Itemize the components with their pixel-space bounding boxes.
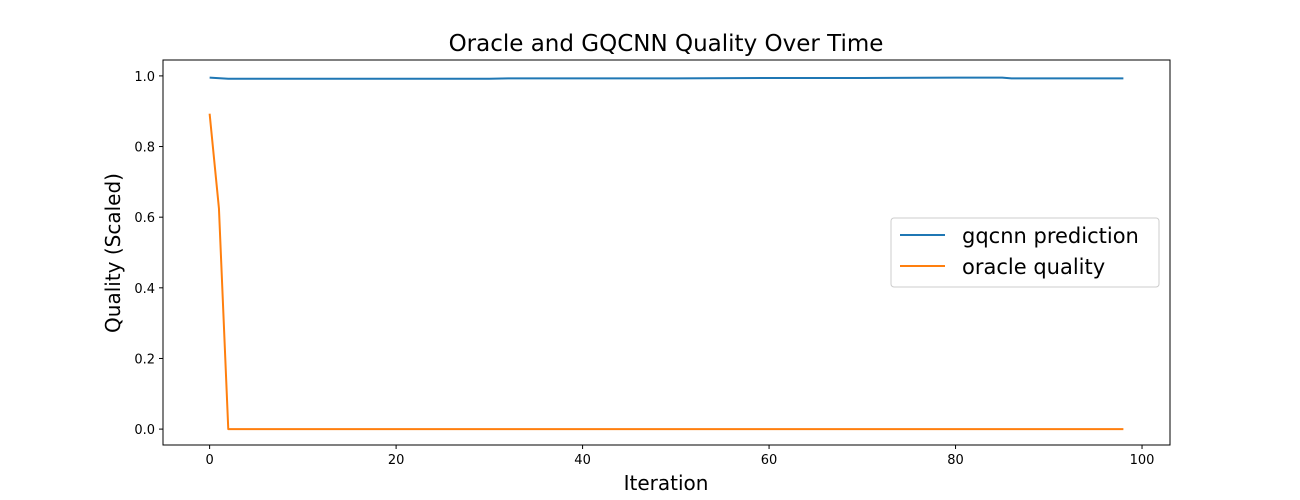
y-axis: 0.0 0.2 0.4 0.6 0.8 1.0 bbox=[134, 70, 163, 438]
x-tick-label: 20 bbox=[388, 453, 405, 468]
series-line-0 bbox=[209, 76, 1124, 80]
chart-title: Oracle and GQCNN Quality Over Time bbox=[449, 31, 884, 57]
x-tick-label: 40 bbox=[574, 453, 591, 468]
x-axis-label: Iteration bbox=[624, 471, 709, 495]
legend-label-gqcnn-prediction: gqcnn prediction bbox=[962, 224, 1139, 248]
y-axis-label: Quality (Scaled) bbox=[101, 173, 125, 333]
y-tick-label: 0.0 bbox=[134, 423, 155, 438]
x-tick-label: 60 bbox=[761, 453, 778, 468]
x-tick-label: 0 bbox=[205, 453, 213, 468]
y-tick-label: 0.8 bbox=[134, 141, 155, 156]
x-tick-label: 80 bbox=[947, 453, 964, 468]
x-axis: 0 20 40 60 80 100 bbox=[205, 445, 1154, 468]
legend-box bbox=[890, 217, 1160, 288]
legend-label-oracle-quality: oracle quality bbox=[962, 255, 1105, 279]
series-layer bbox=[208, 76, 1124, 431]
y-tick-label: 0.4 bbox=[134, 282, 155, 297]
plot-area bbox=[162, 59, 1171, 446]
series-line-1 bbox=[208, 113, 1124, 431]
y-tick-label: 0.2 bbox=[134, 352, 155, 367]
x-tick-label: 100 bbox=[1130, 453, 1155, 468]
y-tick-label: 1.0 bbox=[134, 70, 155, 85]
legend: gqcnn prediction oracle quality bbox=[890, 217, 1160, 288]
y-tick-label: 0.6 bbox=[134, 211, 155, 226]
